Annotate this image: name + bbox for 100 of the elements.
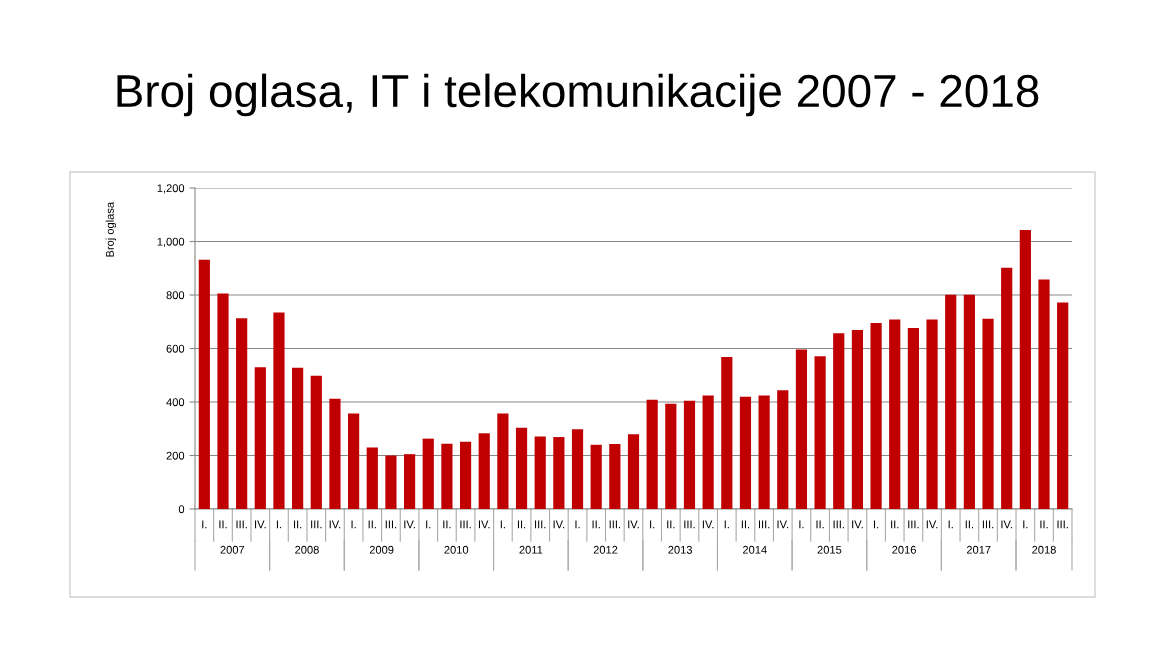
x-tick-label: II. (294, 520, 302, 529)
bar (982, 318, 994, 509)
x-tick-label: III. (385, 520, 397, 529)
text: 2008 (295, 545, 319, 554)
bar (1057, 302, 1069, 509)
bar (833, 333, 845, 509)
y-tick-label: 400 (166, 398, 185, 407)
y-tick-label: 0 (178, 505, 185, 514)
x-tick-label: IV. (404, 520, 415, 529)
bar (945, 294, 957, 509)
x-tick-label: III. (908, 520, 919, 529)
x-tick-label: I. (948, 520, 953, 529)
bar (907, 327, 919, 509)
bar (254, 367, 266, 509)
bar (515, 427, 528, 509)
bar (385, 455, 397, 509)
x-tick-label: I. (202, 520, 207, 529)
x-tick-label: III. (1057, 520, 1068, 529)
bar (590, 444, 602, 509)
x-tick-label: II. (667, 520, 675, 529)
x-tick-label: I. (500, 520, 505, 529)
y-tick-label: 1,200 (157, 184, 185, 194)
bar (348, 413, 360, 509)
x-tick-label: IV. (926, 520, 938, 529)
x-tick-label: III. (460, 520, 471, 529)
x-tick-label: I. (799, 520, 804, 529)
bar (926, 319, 938, 509)
bar (758, 395, 770, 509)
x-tick-label: IV. (852, 520, 863, 529)
x-tick-label: III. (236, 520, 247, 529)
text: 2016 (892, 545, 916, 554)
x-tick-label: I. (351, 520, 356, 529)
bar (366, 447, 378, 509)
x-tick-label: I. (1023, 520, 1028, 529)
x-tick-label: I. (650, 520, 655, 529)
bar (665, 403, 677, 509)
x-tick-label: III. (758, 520, 770, 529)
bar (310, 375, 322, 509)
bar (422, 438, 434, 509)
bar (553, 437, 565, 509)
bar (403, 454, 416, 509)
bar (889, 319, 901, 509)
x-tick-label: II. (219, 520, 227, 529)
text: 2017 (966, 545, 991, 554)
chart-title: Broj oglasa, IT i telekomunikacije 2007 - 2018 (117, 73, 1039, 117)
x-tick-label: II. (368, 520, 376, 529)
bar (870, 323, 882, 509)
x-tick-label: IV. (628, 520, 639, 529)
x-tick-label: I. (575, 520, 580, 529)
text: 2012 (593, 545, 618, 554)
x-tick-label: II. (1040, 520, 1048, 529)
x-tick-label: II. (443, 520, 451, 529)
bar (459, 441, 472, 509)
bar (627, 434, 640, 509)
bar (329, 398, 341, 509)
bar (478, 433, 490, 509)
x-tick-label: IV. (1001, 520, 1012, 529)
bar (217, 293, 229, 509)
y-tick-label: 200 (166, 451, 185, 460)
bar (739, 396, 752, 509)
bar (646, 399, 658, 509)
bar (571, 429, 584, 509)
x-tick-label: II. (741, 520, 750, 529)
bar (702, 395, 714, 509)
text: 2011 (519, 545, 543, 554)
x-tick-label: III. (982, 520, 994, 529)
x-tick-label: IV. (702, 520, 714, 529)
bar (1038, 279, 1050, 509)
text: 2013 (668, 545, 693, 554)
x-tick-label: I. (426, 520, 431, 529)
bar (497, 413, 509, 509)
text: 2014 (742, 545, 767, 554)
x-tick-label: IV. (329, 520, 341, 529)
bar (777, 390, 789, 509)
x-tick-label: III. (833, 520, 844, 529)
bar (721, 357, 733, 509)
text: 2010 (444, 545, 469, 554)
bar (851, 330, 864, 509)
x-tick-label: I. (724, 520, 729, 529)
x-tick-label: II. (592, 520, 600, 529)
bar (795, 349, 808, 509)
y-tick-label: 1,000 (157, 237, 185, 247)
x-tick-label: IV. (478, 520, 490, 529)
bar (441, 443, 453, 509)
bar (292, 367, 304, 509)
y-axis-title: Broj oglasa (105, 201, 117, 257)
x-tick-label: IV. (777, 520, 789, 529)
x-tick-label: I. (276, 520, 282, 529)
x-tick-label: IV. (255, 520, 266, 529)
x-tick-label: II. (517, 520, 526, 529)
x-tick-label: IV. (553, 520, 565, 529)
bar (1001, 267, 1013, 509)
bar (609, 444, 621, 509)
bar (1019, 230, 1031, 509)
text: 2018 (1032, 545, 1056, 554)
text: 2007 (220, 545, 245, 554)
y-tick-label: 600 (166, 344, 185, 353)
x-tick-label: III. (311, 520, 322, 529)
bar (534, 436, 546, 509)
bar (273, 312, 285, 509)
